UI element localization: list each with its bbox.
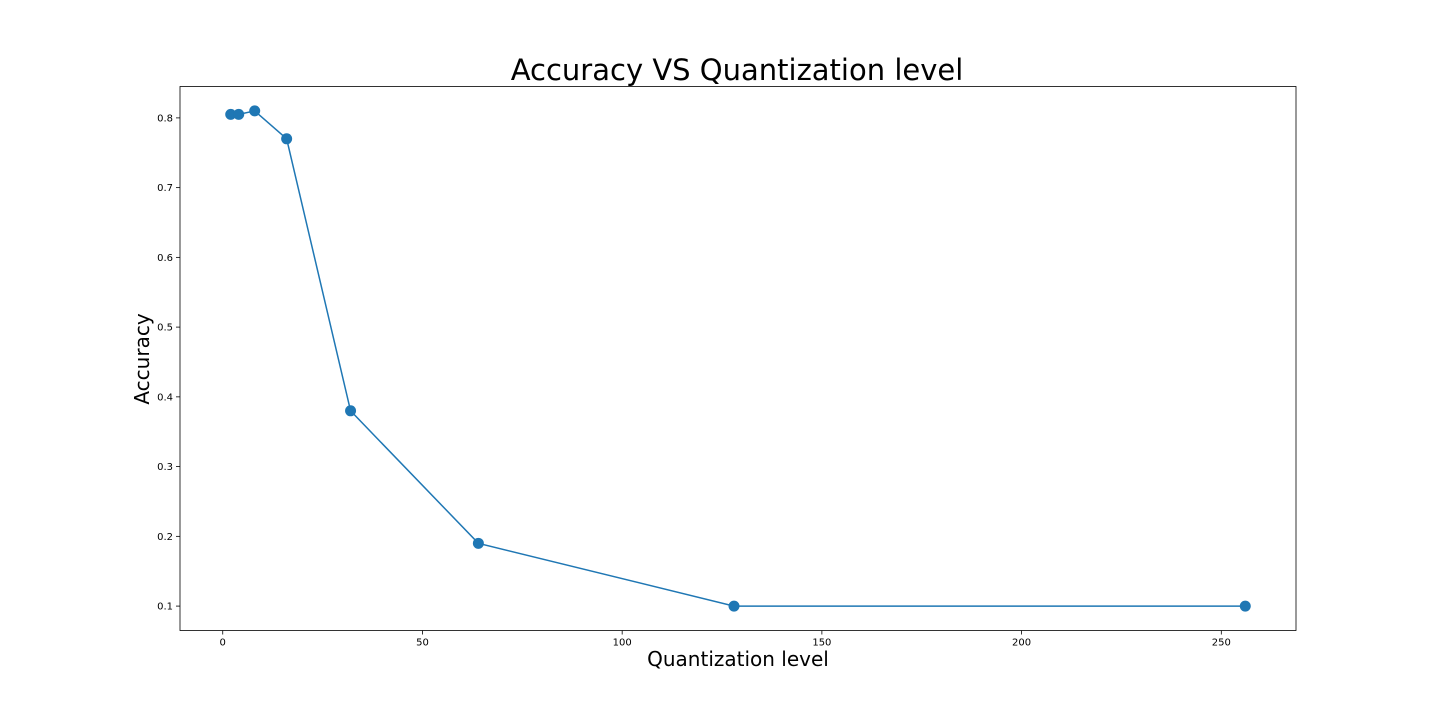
y-axis-label: Accuracy [130,313,154,404]
x-tick-label: 200 [1012,638,1031,649]
y-tick-label: 0.8 [157,113,173,124]
y-tick-label: 0.6 [157,253,173,264]
data-point [472,537,484,549]
data-point [225,108,237,120]
data-point [281,133,293,145]
x-tick-label: 100 [613,638,632,649]
plot-area [225,105,1251,612]
y-tick-label: 0.4 [157,392,173,403]
y-tick-label: 0.1 [157,602,173,613]
chart-title: Accuracy VS Quantization level [511,53,964,87]
x-tick-label: 0 [220,638,226,649]
x-axis: 0 50 100 150 200 250 [220,630,1231,649]
data-point [249,105,261,117]
x-axis-label: Quantization level [647,647,829,671]
x-tick-label: 150 [812,638,831,649]
data-point [1239,600,1251,612]
x-tick-label: 50 [416,638,429,649]
data-point [233,108,245,120]
y-tick-label: 0.7 [157,183,173,194]
y-tick-label: 0.2 [157,532,173,543]
data-point [728,600,740,612]
data-point [345,405,357,417]
series-line [230,110,1246,607]
x-tick-label: 250 [1212,638,1231,649]
y-tick-label: 0.5 [157,323,173,334]
axes-frame [179,86,1297,631]
y-axis: 0.1 0.2 0.3 0.4 0.5 0.6 0.7 0.8 [157,113,180,613]
y-tick-label: 0.3 [157,462,173,473]
